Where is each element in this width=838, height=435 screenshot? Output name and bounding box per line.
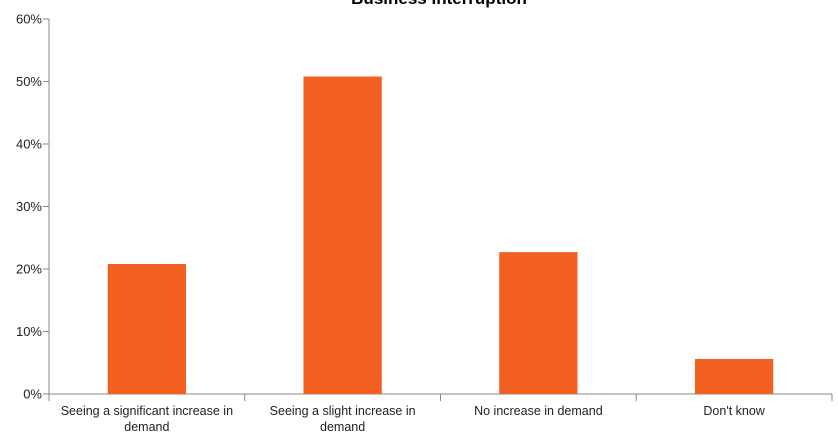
bar: [499, 252, 578, 394]
x-category-label: Don't know: [703, 404, 765, 418]
x-category-label: No increase in demand: [474, 404, 603, 418]
x-category-label: Seeing a slight increase in demand: [270, 404, 416, 434]
x-category-label: Seeing a significant increase in demand: [61, 404, 233, 434]
bar: [107, 264, 187, 394]
bar: [303, 76, 382, 394]
bar: [694, 359, 774, 394]
y-tick-label: 10%: [16, 324, 42, 339]
y-tick-label: 40%: [16, 137, 42, 152]
y-tick-label: 0%: [23, 387, 42, 402]
chart-title: Business Interruption: [351, 0, 527, 8]
y-tick-label: 60%: [16, 12, 42, 27]
y-tick-label: 30%: [16, 199, 42, 214]
y-axis-ticks: 0% 10% 20% 30% 40% 50% 60%: [16, 12, 49, 402]
x-axis-labels: Seeing a significant increase in demand Se…: [61, 404, 766, 434]
y-tick-label: 50%: [16, 74, 42, 89]
y-tick-label: 20%: [16, 262, 42, 277]
bars: [107, 76, 774, 394]
